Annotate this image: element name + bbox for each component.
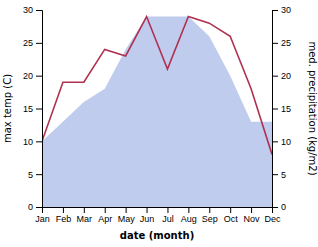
- tick-mark: [36, 174, 42, 175]
- tick-mark: [209, 207, 210, 213]
- tick: Apr: [98, 207, 112, 224]
- tick-mark: [272, 174, 278, 175]
- tick-mark: [84, 207, 85, 213]
- tick: 20: [272, 71, 291, 81]
- line: [42, 17, 272, 155]
- tick-label: 15: [281, 104, 291, 114]
- tick-mark: [272, 76, 278, 77]
- tick-mark: [188, 207, 189, 213]
- axis-line: [43, 208, 273, 214]
- tick-mark: [36, 10, 42, 11]
- tick-mark: [230, 207, 231, 213]
- tick: May: [118, 207, 136, 224]
- tick-label: Jan: [35, 214, 50, 224]
- tick-mark: [36, 76, 42, 77]
- tick-mark: [36, 43, 42, 44]
- tick-mark: [272, 10, 278, 11]
- y-axis-title: max temp (C): [2, 74, 13, 143]
- tick: Dec: [264, 207, 281, 224]
- tick: 30: [272, 5, 291, 15]
- x-axis-title: date (month): [120, 230, 194, 241]
- tick-mark: [167, 207, 168, 213]
- tick-label: 0: [281, 202, 286, 212]
- tick: 0: [272, 202, 286, 212]
- tick: 10: [23, 137, 42, 147]
- tick: 0: [28, 202, 42, 212]
- tick-mark: [272, 43, 278, 44]
- tick: 25: [272, 38, 291, 48]
- tick-mark: [272, 207, 278, 208]
- tick: Feb: [56, 207, 72, 224]
- chart: JanFebMarAprMayJunJulAugSepOctNovDec0510…: [0, 0, 318, 247]
- tick-mark: [36, 207, 42, 208]
- tick-label: 25: [23, 38, 33, 48]
- tick-mark: [36, 141, 42, 142]
- tick: 15: [23, 104, 42, 114]
- tick-label: Nov: [244, 214, 261, 224]
- tick-mark: [272, 141, 278, 142]
- tick: Jan: [35, 207, 50, 224]
- tick: Jun: [140, 207, 155, 224]
- tick: 25: [23, 38, 42, 48]
- tick-label: 5: [281, 170, 286, 180]
- tick-mark: [36, 109, 42, 110]
- tick-label: Sep: [202, 214, 218, 224]
- tick-label: 15: [23, 104, 33, 114]
- plot: JanFebMarAprMayJunJulAugSepOctNovDec0510…: [23, 5, 291, 224]
- tick-label: 5: [28, 170, 33, 180]
- tick-mark: [251, 207, 252, 213]
- tick-label: 10: [281, 137, 291, 147]
- tick: 5: [28, 170, 42, 180]
- tick: 30: [23, 5, 42, 15]
- tick: 15: [272, 104, 291, 114]
- y2-axis-title: med. precipitation (kg/m2): [307, 41, 318, 175]
- tick-label: Oct: [224, 214, 239, 224]
- tick: Jul: [162, 207, 174, 224]
- tick-label: Jun: [140, 214, 155, 224]
- tick: Aug: [181, 207, 197, 224]
- tick-label: Apr: [98, 214, 112, 224]
- axis-line: [36, 11, 43, 208]
- tick-mark: [126, 207, 127, 213]
- tick-mark: [105, 207, 106, 213]
- tick-mark: [63, 207, 64, 213]
- tick-label: 30: [281, 5, 291, 15]
- tick-label: 10: [23, 137, 33, 147]
- tick-mark: [272, 109, 278, 110]
- tick-label: Jul: [162, 214, 174, 224]
- y2-axis: 0 5 10 15 20 25 30: [272, 5, 291, 212]
- tick: Nov: [244, 207, 261, 224]
- tick-label: 30: [23, 5, 33, 15]
- tick-label: 20: [23, 71, 33, 81]
- tick: 20: [23, 71, 42, 81]
- x-axis: Jan Feb Mar Apr May Jun Jul Aug Sep Oct NovDec: [35, 207, 281, 224]
- tick: 5: [272, 170, 286, 180]
- tick: Oct: [224, 207, 239, 224]
- area: [42, 17, 272, 207]
- tick-label: Aug: [181, 214, 197, 224]
- tick: 10: [272, 137, 291, 147]
- tick: Sep: [202, 207, 218, 224]
- y-axis: 0 5 10 15 20 25 30: [23, 5, 43, 212]
- tick: Mar: [77, 207, 93, 224]
- tick-label: 25: [281, 38, 291, 48]
- tick-label: Mar: [77, 214, 93, 224]
- tick-label: 20: [281, 71, 291, 81]
- tick-label: 0: [28, 202, 33, 212]
- tick-label: May: [118, 214, 136, 224]
- tick-label: Feb: [56, 214, 72, 224]
- tick-label: Dec: [264, 214, 281, 224]
- tick-mark: [147, 207, 148, 213]
- marks: [42, 17, 272, 207]
- axis-line: [273, 11, 279, 208]
